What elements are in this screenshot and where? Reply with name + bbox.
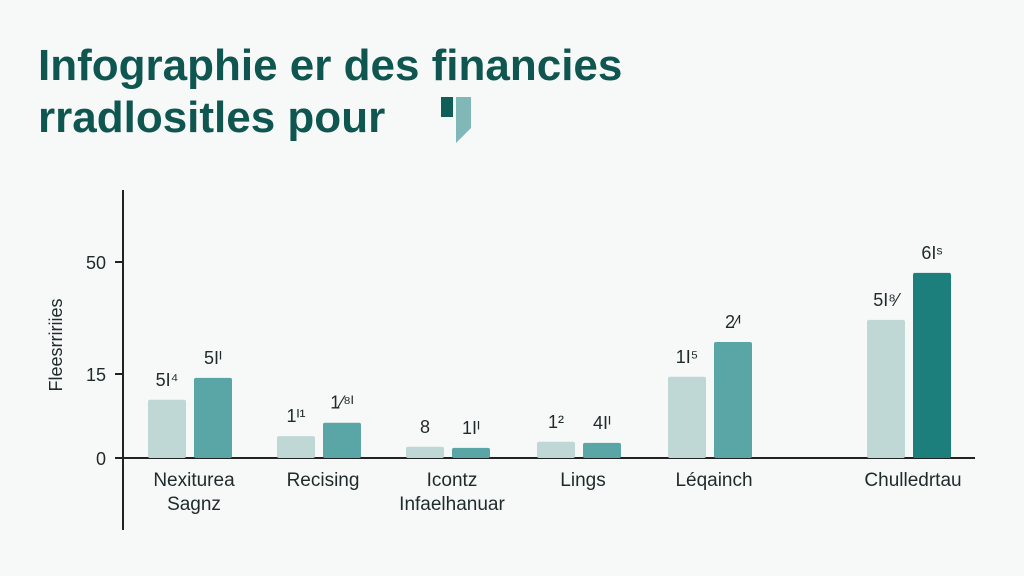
- category-label: Léqainch: [675, 470, 752, 491]
- data-label: 1I⁵: [676, 347, 698, 367]
- category-label-line2: Sagnz: [167, 494, 221, 515]
- bar: [148, 399, 186, 458]
- data-label: 1ᴵ¹: [286, 406, 305, 426]
- title-line-1: Infographie er des financies: [38, 41, 622, 90]
- bar: [867, 319, 905, 458]
- bar: [277, 436, 315, 458]
- category-label: Recising: [287, 470, 360, 491]
- category-label-line2: Infaelhanuar: [399, 494, 505, 515]
- data-label: 8: [420, 417, 430, 437]
- bar: [583, 442, 621, 458]
- data-label: 6Iˢ: [921, 243, 942, 263]
- category-label: Icontz: [427, 470, 478, 491]
- data-label: 1²: [548, 412, 564, 432]
- data-label: 2⁄ᴵ: [725, 312, 741, 332]
- data-label: 1⁄⁸ᴵ: [330, 393, 354, 413]
- y-axis-label: Fleesrririies: [46, 298, 66, 391]
- category-label: Chulledrtau: [864, 470, 961, 491]
- bar: [537, 441, 575, 458]
- data-label: 4Iᴵ: [593, 413, 611, 433]
- bar: [406, 446, 444, 458]
- bar: [913, 272, 951, 458]
- title-line-2: rradlositles pour: [38, 93, 385, 142]
- title-logo-icon: [441, 97, 471, 143]
- y-tick-label: 0: [96, 449, 106, 469]
- category-label: Lings: [560, 470, 605, 491]
- bar: [714, 342, 752, 458]
- data-label: 5I⁸⁄: [873, 290, 902, 310]
- bar: [452, 447, 490, 458]
- bar: [668, 376, 706, 458]
- data-label: 5I⁴: [156, 370, 179, 390]
- data-label: 5Iᴵ: [204, 348, 222, 368]
- y-tick-label: 50: [86, 253, 106, 273]
- bar: [323, 422, 361, 458]
- data-label: 1Iᴵ: [462, 418, 480, 438]
- category-label: Nexiturea: [153, 470, 235, 491]
- bar: [194, 377, 232, 458]
- y-tick-label: 15: [86, 365, 106, 385]
